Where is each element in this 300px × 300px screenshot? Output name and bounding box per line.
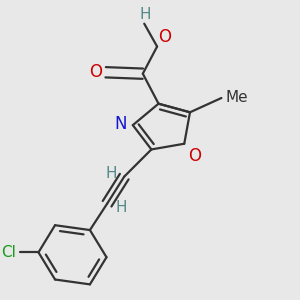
Text: Me: Me [225, 90, 248, 105]
Text: O: O [158, 28, 172, 46]
Text: H: H [106, 166, 117, 181]
Text: O: O [189, 147, 202, 165]
Text: H: H [139, 7, 151, 22]
Text: O: O [89, 63, 102, 81]
Text: Cl: Cl [1, 245, 16, 260]
Text: N: N [115, 115, 127, 133]
Text: H: H [115, 200, 127, 215]
